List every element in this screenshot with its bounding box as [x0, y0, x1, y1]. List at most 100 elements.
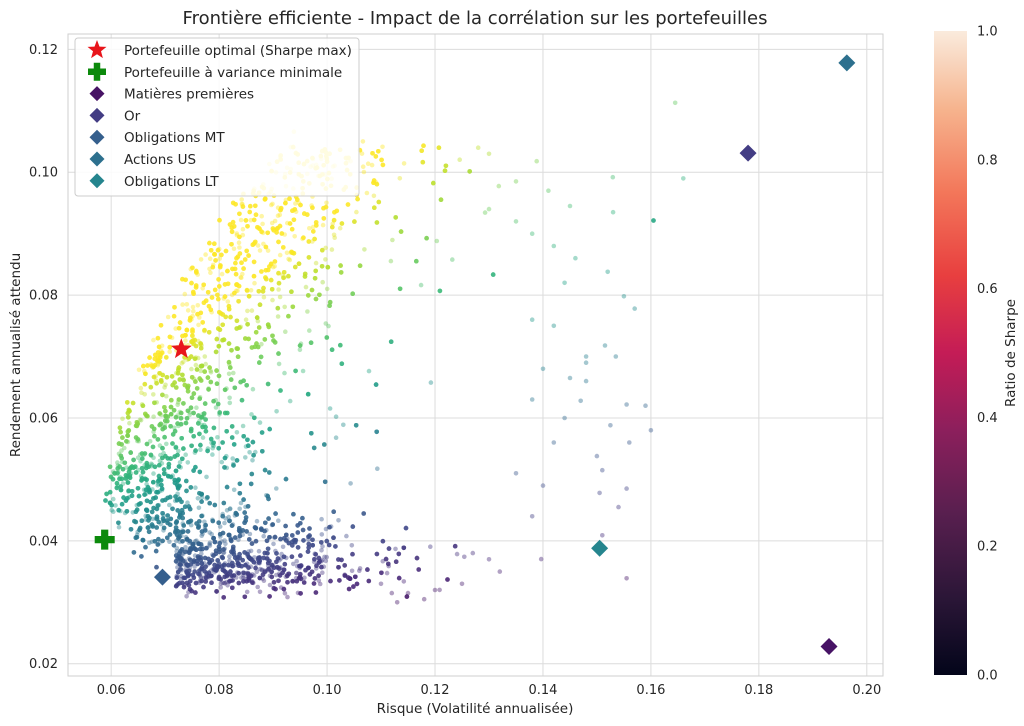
portfolio-point [235, 254, 241, 259]
portfolio-point [357, 263, 363, 269]
portfolio-point [140, 403, 146, 409]
portfolio-point [184, 488, 189, 494]
portfolio-point [225, 299, 231, 304]
portfolio-point [177, 534, 182, 539]
portfolio-point [173, 415, 179, 420]
portfolio-point [241, 570, 246, 576]
portfolio-point [190, 333, 195, 339]
portfolio-point [127, 408, 132, 414]
portfolio-point [198, 310, 204, 316]
portfolio-point [173, 528, 179, 533]
portfolio-point [176, 397, 182, 402]
portfolio-point [263, 520, 268, 526]
portfolio-point [245, 322, 250, 327]
portfolio-point [306, 565, 311, 571]
portfolio-point [199, 566, 204, 572]
portfolio-point [227, 362, 232, 368]
portfolio-point [179, 547, 185, 552]
portfolio-point [274, 572, 279, 578]
portfolio-point [133, 464, 138, 470]
portfolio-point [242, 594, 248, 600]
portfolio-point [124, 439, 129, 444]
portfolio-point [220, 337, 225, 343]
portfolio-point [437, 587, 442, 593]
portfolio-point [353, 574, 358, 580]
portfolio-point [343, 573, 348, 579]
portfolio-point [257, 575, 263, 581]
portfolio-point [237, 529, 243, 535]
portfolio-point [198, 542, 204, 547]
portfolio-point [337, 578, 342, 583]
portfolio-point [355, 196, 360, 202]
portfolio-point [151, 414, 156, 420]
portfolio-point [328, 524, 334, 529]
portfolio-point [142, 476, 148, 482]
portfolio-point [393, 215, 399, 220]
portfolio-point [319, 557, 325, 563]
portfolio-point [294, 578, 300, 584]
portfolio-point [302, 271, 308, 277]
portfolio-point [266, 516, 271, 521]
portfolio-point [309, 203, 314, 208]
portfolio-point [173, 444, 179, 450]
portfolio-point [245, 224, 250, 229]
portfolio-point [246, 565, 251, 570]
portfolio-point [247, 209, 252, 215]
portfolio-point [185, 460, 191, 465]
portfolio-point [260, 230, 266, 236]
portfolio-point [231, 442, 237, 447]
portfolio-point [288, 250, 294, 255]
portfolio-point [186, 572, 192, 577]
portfolio-point [374, 551, 380, 557]
portfolio-point [222, 455, 228, 461]
portfolio-point [257, 575, 263, 581]
portfolio-point [313, 268, 319, 274]
portfolio-point [182, 558, 188, 563]
portfolio-point [198, 542, 204, 547]
portfolio-point [312, 236, 317, 242]
portfolio-point [193, 355, 199, 360]
portfolio-point [233, 260, 238, 266]
portfolio-point [213, 567, 218, 573]
portfolio-point [193, 538, 198, 544]
portfolio-point [207, 256, 213, 262]
portfolio-point [197, 396, 202, 402]
portfolio-point [276, 578, 281, 584]
portfolio-point [231, 544, 236, 550]
portfolio-point [331, 217, 337, 223]
portfolio-point [210, 264, 216, 270]
portfolio-point [221, 595, 226, 600]
portfolio-point [179, 547, 185, 552]
portfolio-point [538, 556, 544, 562]
portfolio-point [227, 518, 233, 524]
portfolio-point [156, 502, 162, 508]
portfolio-point [226, 514, 231, 520]
portfolio-point [178, 416, 184, 421]
portfolio-point [184, 594, 189, 599]
portfolio-point [205, 448, 210, 454]
portfolio-point [307, 226, 312, 231]
portfolio-point [280, 570, 285, 575]
portfolio-point [250, 242, 256, 247]
portfolio-point [276, 280, 282, 286]
portfolio-point [209, 295, 215, 300]
portfolio-point [269, 202, 274, 208]
portfolio-point [245, 571, 251, 577]
portfolio-point [178, 549, 183, 554]
portfolio-point [123, 473, 129, 478]
portfolio-point [151, 337, 156, 343]
portfolio-point [290, 250, 295, 256]
portfolio-point [336, 557, 341, 562]
portfolio-point [289, 289, 294, 295]
portfolio-point [267, 594, 272, 599]
portfolio-point [164, 375, 170, 380]
portfolio-point [248, 556, 253, 562]
portfolio-point [143, 465, 149, 471]
portfolio-point [119, 442, 124, 447]
portfolio-point [233, 260, 238, 266]
portfolio-point [176, 397, 182, 402]
portfolio-point [212, 502, 218, 508]
portfolio-point [351, 584, 356, 589]
portfolio-point [267, 582, 273, 588]
portfolio-point [241, 266, 246, 271]
